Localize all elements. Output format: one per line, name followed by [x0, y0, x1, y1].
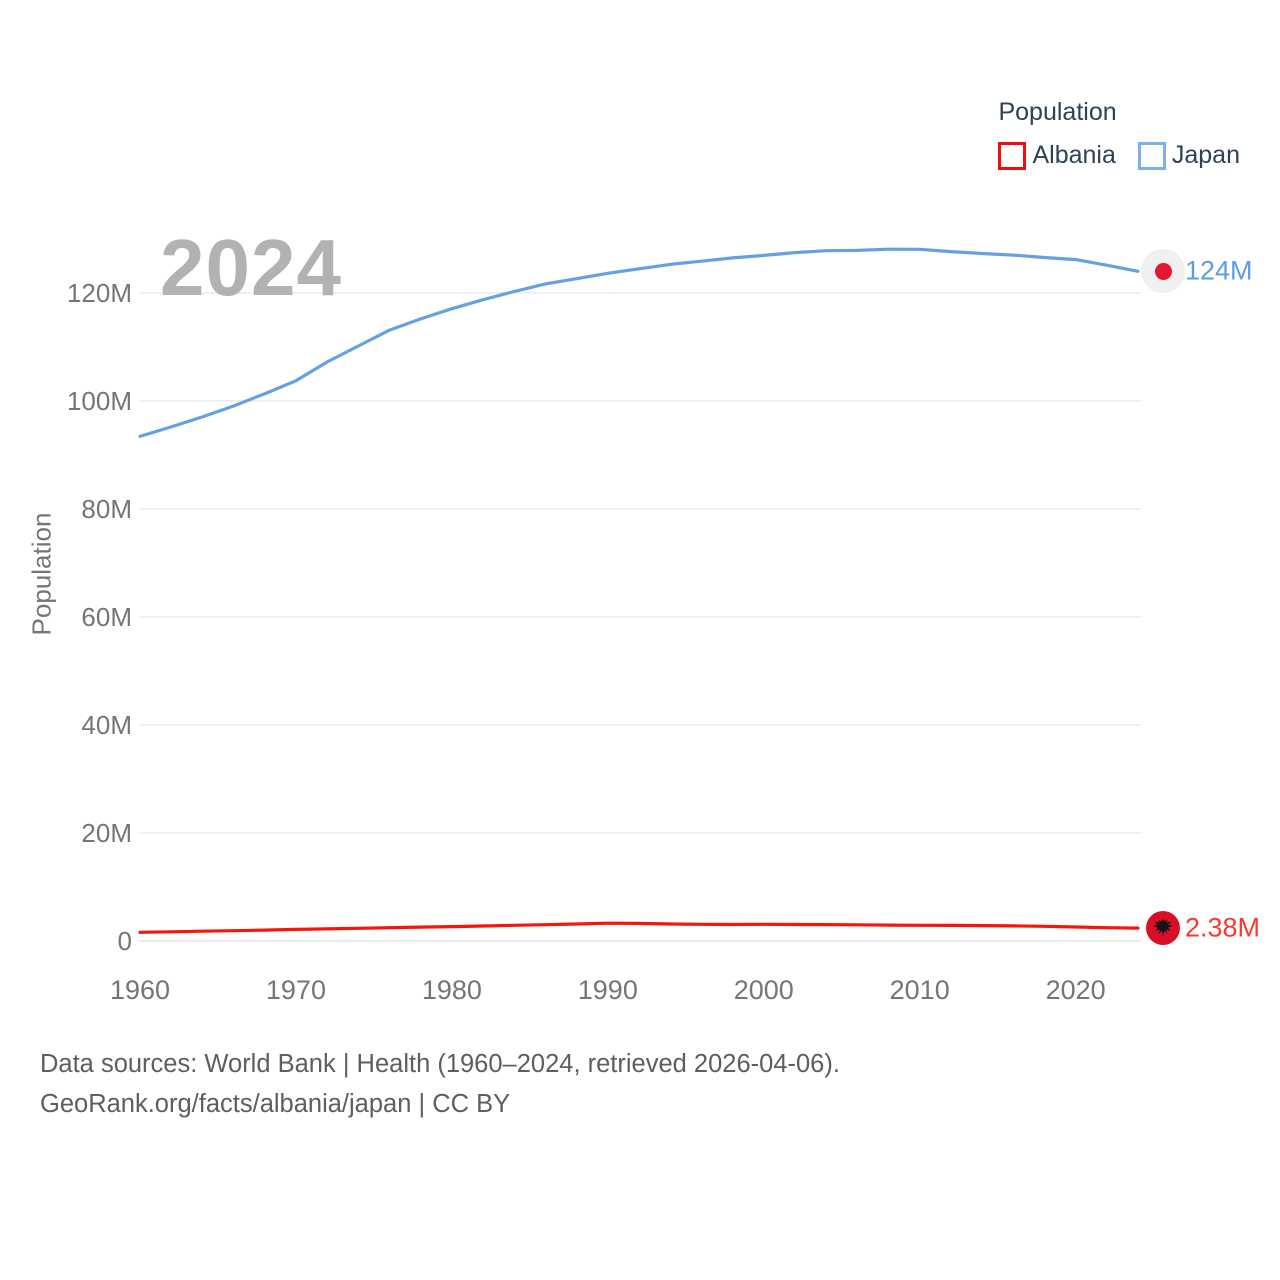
attribution-line: GeoRank.org/facts/albania/japan | CC BY [40, 1090, 511, 1118]
albania-series-line[interactable] [138, 921, 1140, 934]
y-tick-label: 120M [67, 278, 132, 308]
y-tick-label: 20M [81, 818, 132, 848]
japan-legend-swatch-icon [1137, 141, 1166, 170]
y-tick-label: 0 [118, 926, 132, 956]
albania-eagle-icon [1153, 919, 1173, 937]
y-axis-title: Population [26, 512, 57, 636]
x-tick-label: 2010 [890, 975, 950, 1005]
legend-item-albania[interactable]: Albania [998, 141, 1116, 170]
legend-item-label: Japan [1171, 141, 1240, 169]
legend-item-label: Albania [1032, 141, 1116, 169]
albania-flag-icon [1146, 911, 1180, 945]
y-tick-label: 80M [81, 494, 132, 524]
x-tick-label: 2020 [1046, 975, 1106, 1005]
legend-item-japan[interactable]: Japan [1137, 141, 1240, 170]
y-tick-label: 40M [81, 710, 132, 740]
y-tick-label: 100M [67, 386, 132, 416]
albania-legend-swatch-icon [998, 141, 1027, 170]
x-tick-label: 1960 [110, 975, 170, 1005]
year-watermark: 2024 [160, 223, 342, 312]
japan-flag-sun-icon [1154, 262, 1172, 280]
legend: Population Albania Japan [998, 98, 1240, 170]
japan-end-value-label: 124M [1185, 255, 1253, 286]
x-tick-label: 2000 [734, 975, 794, 1005]
japan-series-line[interactable] [138, 247, 1140, 438]
x-tick-label: 1970 [266, 975, 326, 1005]
x-tick-label: 1990 [578, 975, 638, 1005]
albania-end-value-label: 2.38M [1185, 912, 1261, 943]
footer: Data sources: World Bank | Health (1960–… [40, 1044, 840, 1124]
data-sources-line: Data sources: World Bank | Health (1960–… [40, 1050, 840, 1078]
japan-flag-icon [1141, 249, 1185, 293]
legend-title: Population [998, 98, 1117, 126]
x-tick-label: 1980 [422, 975, 482, 1005]
legend-items: Albania Japan [998, 141, 1240, 170]
y-tick-label: 60M [81, 602, 132, 632]
